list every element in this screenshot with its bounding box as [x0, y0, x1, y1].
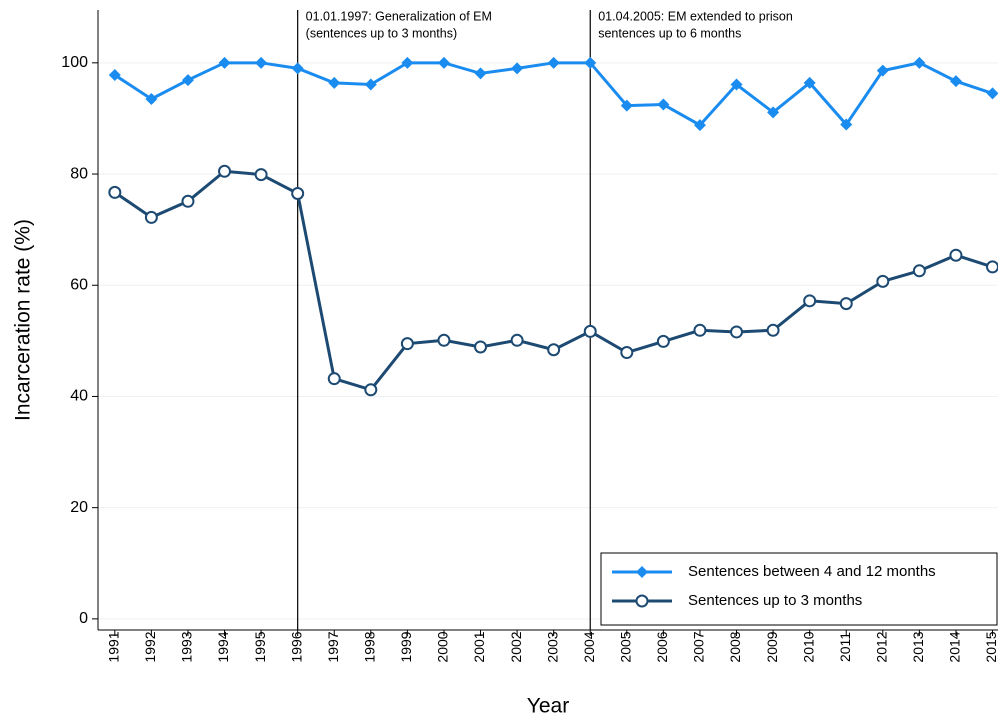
point — [803, 76, 816, 89]
point — [583, 324, 597, 338]
point — [181, 74, 194, 87]
point — [547, 343, 561, 357]
point — [474, 340, 488, 354]
annotation: sentences up to 6 months — [598, 26, 741, 40]
x-tick-label: 2011 — [837, 632, 853, 662]
point — [766, 323, 780, 337]
legend-label: Sentences up to 3 months — [688, 592, 862, 609]
series-line — [114, 61, 993, 127]
x-tick-label: 1993 — [179, 631, 195, 662]
point — [693, 323, 707, 337]
legend-marker — [636, 566, 648, 578]
x-tick-label: 2010 — [800, 631, 816, 662]
y-tick-label: 40 — [70, 388, 88, 405]
point — [327, 372, 341, 386]
point — [474, 67, 487, 80]
legend-box — [600, 552, 998, 626]
x-tick-label: 2015 — [983, 631, 998, 662]
x-tick-label: 2004 — [581, 631, 597, 662]
point — [730, 325, 744, 339]
point — [657, 98, 670, 111]
y-axis-label: Incarceration rate (%) — [12, 219, 35, 421]
point — [876, 64, 889, 77]
x-tick-label: 2002 — [508, 631, 524, 662]
x-tick-label: 2001 — [471, 631, 487, 662]
x-tick-label: 2009 — [764, 631, 780, 662]
point — [803, 294, 817, 308]
point — [144, 210, 158, 224]
x-tick-label: 1996 — [288, 631, 304, 662]
x-tick-label: 1997 — [325, 631, 341, 662]
x-tick-label: 2006 — [654, 631, 670, 662]
x-tick-label: 1995 — [252, 631, 268, 662]
point — [839, 297, 853, 311]
legend-label: Sentences between 4 and 12 months — [688, 563, 936, 580]
x-tick-label: 1994 — [215, 631, 231, 662]
point — [511, 62, 524, 75]
point — [986, 87, 998, 100]
point — [401, 56, 414, 69]
x-tick-label: 2013 — [910, 631, 926, 662]
point — [913, 56, 926, 69]
point — [145, 92, 158, 105]
point — [218, 56, 231, 69]
annotation: (sentences up to 3 months) — [306, 26, 457, 40]
x-tick-label: 2007 — [691, 631, 707, 662]
point — [840, 118, 853, 131]
y-tick-label: 80 — [70, 165, 88, 182]
x-tick-label: 1999 — [398, 631, 414, 662]
y-tick-label: 20 — [70, 499, 88, 516]
y-tick-label: 0 — [79, 610, 88, 627]
point — [364, 383, 378, 397]
point — [693, 119, 706, 132]
annotation: 01.01.1997: Generalization of EM — [306, 9, 492, 23]
x-tick-label: 1998 — [362, 631, 378, 662]
point — [730, 78, 743, 91]
y-tick-label: 60 — [70, 276, 88, 293]
point — [181, 194, 195, 208]
point — [400, 337, 414, 351]
annotation: 01.04.2005: EM extended to prison — [598, 9, 793, 23]
x-tick-label: 2008 — [727, 631, 743, 662]
point — [547, 56, 560, 69]
x-axis-label: Year — [527, 695, 569, 718]
point — [254, 168, 268, 182]
point — [437, 333, 451, 347]
x-tick-label: 2000 — [435, 631, 451, 662]
x-tick-label: 2014 — [947, 631, 963, 662]
point — [218, 164, 232, 178]
point — [255, 56, 268, 69]
point — [620, 346, 634, 360]
point — [510, 333, 524, 347]
point — [108, 185, 122, 199]
point — [108, 69, 121, 82]
point — [656, 334, 670, 348]
point — [912, 264, 926, 278]
point — [620, 99, 633, 112]
y-tick-label: 100 — [61, 54, 88, 71]
point — [291, 62, 304, 75]
x-tick-label: 2003 — [544, 631, 560, 662]
point — [949, 75, 962, 88]
point — [876, 274, 890, 288]
point — [328, 76, 341, 89]
point — [949, 248, 963, 262]
point — [584, 56, 597, 69]
point — [437, 56, 450, 69]
point — [767, 106, 780, 119]
x-tick-label: 2012 — [874, 631, 890, 662]
point — [986, 260, 998, 274]
legend-marker — [635, 594, 649, 608]
point — [364, 78, 377, 91]
point — [291, 186, 305, 200]
x-tick-label: 2005 — [618, 631, 634, 662]
x-tick-label: 1991 — [106, 631, 122, 662]
series-line — [113, 169, 993, 392]
x-tick-label: 1992 — [142, 631, 158, 662]
